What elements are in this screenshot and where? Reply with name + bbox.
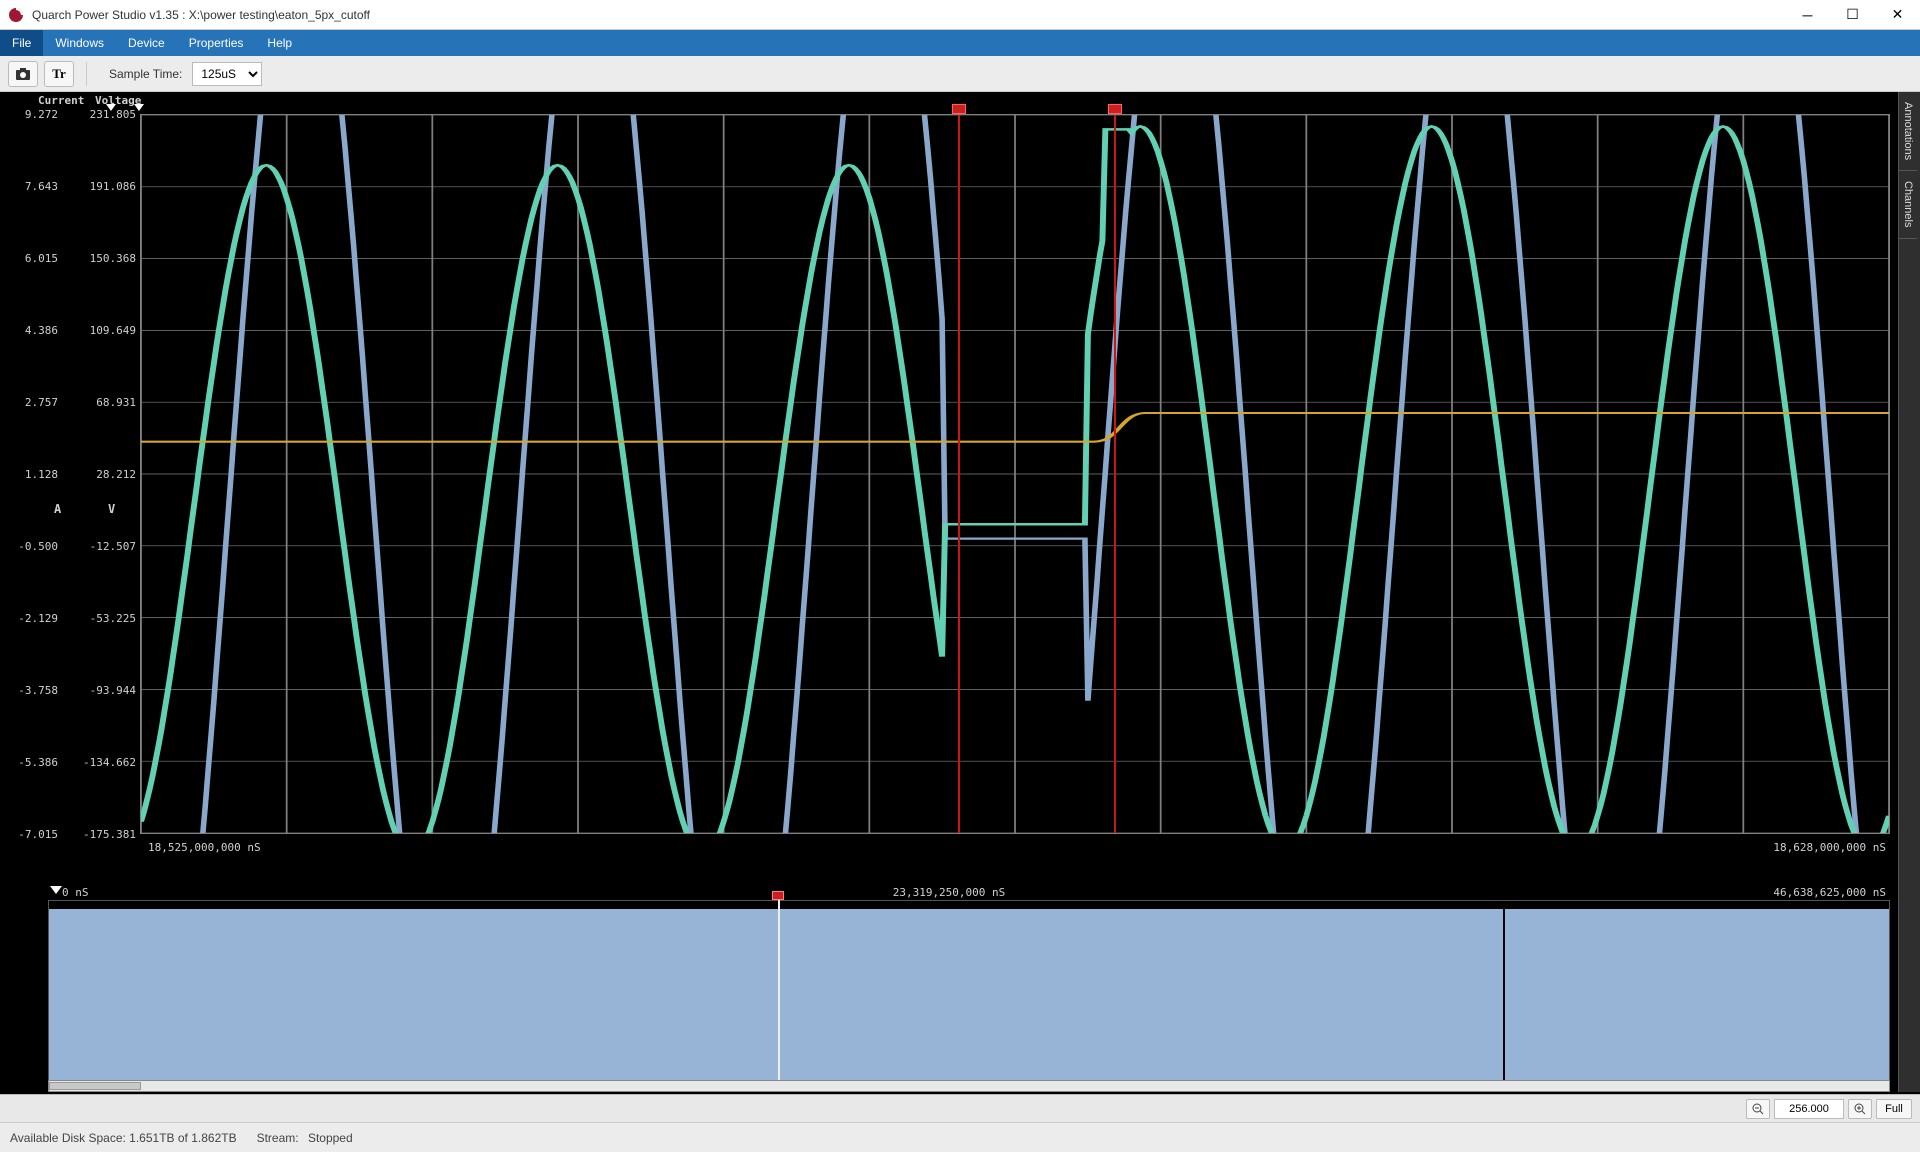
- zoom-in-button[interactable]: [1848, 1099, 1872, 1119]
- plot-area[interactable]: [140, 114, 1890, 834]
- main-chart[interactable]: Current Voltage 9.272231.8057.643191.086…: [0, 92, 1898, 862]
- overview-cursor-handle-icon[interactable]: [772, 891, 784, 900]
- bottom-bar: Full: [0, 1094, 1920, 1122]
- time-cursor[interactable]: [1114, 115, 1116, 833]
- stream-status: Stream: Stopped: [257, 1131, 353, 1145]
- menubar: FileWindowsDevicePropertiesHelp: [0, 30, 1920, 56]
- side-tab-strip: AnnotationsChannels: [1898, 92, 1920, 1092]
- disk-space-label: Available Disk Space: 1.651TB of 1.862TB: [10, 1131, 237, 1145]
- axis1-tick: 7.643: [8, 180, 58, 193]
- scrollbar-thumb[interactable]: [49, 1082, 141, 1090]
- axis1-tick: 6.015: [8, 252, 58, 265]
- side-tab-annotations[interactable]: Annotations: [1899, 92, 1917, 171]
- screenshot-button[interactable]: [8, 61, 38, 87]
- window-title: Quarch Power Studio v1.35 : X:\power tes…: [32, 8, 1785, 22]
- axis2-tick: -53.225: [66, 612, 136, 625]
- overview-handle-icon[interactable]: [50, 886, 62, 901]
- axis1-tick: -0.500: [8, 540, 58, 553]
- axis1-tick: -3.758: [8, 684, 58, 697]
- axis2-tick: -175.381: [66, 828, 136, 841]
- axis-marker-icon[interactable]: [106, 104, 116, 111]
- overview-scrollbar[interactable]: [48, 1080, 1890, 1092]
- app-icon: [8, 7, 24, 23]
- axis1-title: Current: [38, 94, 84, 107]
- zoom-controls: Full: [1738, 1099, 1920, 1119]
- menu-windows[interactable]: Windows: [43, 30, 116, 56]
- toolbar-separator: [86, 62, 87, 86]
- axis2-tick: -134.662: [66, 756, 136, 769]
- overview-plot[interactable]: [48, 900, 1890, 1082]
- time-cursor[interactable]: [958, 115, 960, 833]
- axis1-tick: -5.386: [8, 756, 58, 769]
- menu-help[interactable]: Help: [255, 30, 304, 56]
- menu-device[interactable]: Device: [116, 30, 177, 56]
- text-tool-button[interactable]: Tr: [44, 61, 74, 87]
- axis1-tick: 9.272: [8, 108, 58, 121]
- cursor-handle-icon[interactable]: [1108, 104, 1122, 114]
- titlebar: Quarch Power Studio v1.35 : X:\power tes…: [0, 0, 1920, 30]
- chart-svg: [141, 115, 1889, 833]
- ov-x-mid: 23,319,250,000 nS: [893, 886, 1006, 899]
- sample-time-select[interactable]: 125uS: [192, 62, 262, 86]
- zoom-value-input[interactable]: [1774, 1099, 1844, 1119]
- menu-properties[interactable]: Properties: [177, 30, 256, 56]
- minimize-button[interactable]: ─: [1785, 0, 1830, 29]
- axis2-tick: 28.212: [66, 468, 136, 481]
- sample-time-label: Sample Time:: [109, 67, 182, 81]
- axis2-unit: V: [108, 502, 115, 516]
- x-end-label: 18,628,000,000 nS: [1773, 841, 1886, 854]
- axis2-tick: -12.507: [66, 540, 136, 553]
- maximize-button[interactable]: ☐: [1830, 0, 1875, 29]
- close-button[interactable]: ✕: [1875, 0, 1920, 29]
- axis2-tick: 109.649: [66, 324, 136, 337]
- overview-waveform: [49, 909, 1889, 1081]
- toolbar: Tr Sample Time: 125uS: [0, 56, 1920, 92]
- y-axis-labels: Current Voltage 9.272231.8057.643191.086…: [0, 92, 140, 862]
- axis1-tick: -2.129: [8, 612, 58, 625]
- axis2-tick: 68.931: [66, 396, 136, 409]
- axis1-tick: 1.128: [8, 468, 58, 481]
- axis2-tick: -93.944: [66, 684, 136, 697]
- side-tab-channels[interactable]: Channels: [1899, 171, 1917, 238]
- menu-file[interactable]: File: [0, 30, 43, 56]
- overview-position-cursor[interactable]: [778, 893, 780, 1081]
- zoom-out-icon: [1752, 1103, 1764, 1115]
- axis1-tick: 2.757: [8, 396, 58, 409]
- ov-x-end: 46,638,625,000 nS: [1773, 886, 1886, 899]
- ov-x-start: 0 nS: [62, 886, 89, 899]
- camera-icon: [15, 67, 31, 81]
- axis1-tick: -7.015: [8, 828, 58, 841]
- workspace: Current Voltage 9.272231.8057.643191.086…: [0, 92, 1920, 1122]
- overview-gap: [1503, 901, 1505, 1081]
- overview-chart[interactable]: 0 nS 23,319,250,000 nS 46,638,625,000 nS: [0, 872, 1898, 1092]
- zoom-in-icon: [1854, 1103, 1866, 1115]
- overview-labels: 0 nS 23,319,250,000 nS 46,638,625,000 nS: [0, 872, 1898, 892]
- axis1-tick: 4.386: [8, 324, 58, 337]
- zoom-full-button[interactable]: Full: [1876, 1099, 1912, 1119]
- x-start-label: 18,525,000,000 nS: [148, 841, 261, 854]
- axis1-unit: A: [54, 502, 61, 516]
- axis2-tick: 150.368: [66, 252, 136, 265]
- axis2-tick: 231.805: [66, 108, 136, 121]
- axis-marker-icon[interactable]: [134, 104, 144, 111]
- status-bar: Available Disk Space: 1.651TB of 1.862TB…: [0, 1122, 1920, 1152]
- zoom-out-button[interactable]: [1746, 1099, 1770, 1119]
- cursor-handle-icon[interactable]: [952, 104, 966, 114]
- axis2-tick: 191.086: [66, 180, 136, 193]
